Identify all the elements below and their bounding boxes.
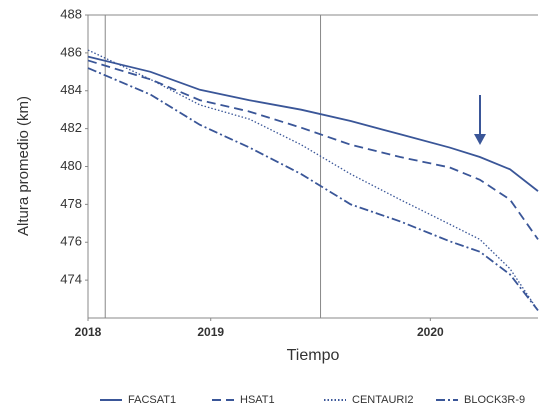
y-tick-label: 486 bbox=[60, 44, 82, 59]
x-tick-label: 2019 bbox=[197, 325, 224, 339]
series-line bbox=[87, 49, 539, 311]
x-tick-label: 2020 bbox=[417, 325, 444, 339]
y-tick-label: 480 bbox=[60, 158, 82, 173]
y-tick-label: 474 bbox=[60, 272, 82, 287]
legend-label: BLOCK3R-9 bbox=[464, 394, 525, 406]
y-tick-label: 478 bbox=[60, 196, 82, 211]
series-line bbox=[87, 59, 539, 240]
y-tick-label: 482 bbox=[60, 120, 82, 135]
x-tick-label: 2018 bbox=[75, 325, 102, 339]
legend-label: HSAT1 bbox=[240, 394, 275, 406]
y-axis-label: Altura promedio (km) bbox=[15, 96, 32, 236]
series-line bbox=[87, 67, 539, 311]
y-tick-label: 488 bbox=[60, 6, 82, 21]
x-axis-label: Tiempo bbox=[287, 347, 340, 364]
y-tick-label: 476 bbox=[60, 234, 82, 249]
legend-label: CENTAURI2 bbox=[352, 394, 414, 406]
legend-label: FACSAT1 bbox=[128, 394, 176, 406]
annotation-arrow-head bbox=[474, 134, 486, 145]
y-tick-label: 484 bbox=[60, 82, 82, 97]
series-line bbox=[87, 55, 539, 192]
